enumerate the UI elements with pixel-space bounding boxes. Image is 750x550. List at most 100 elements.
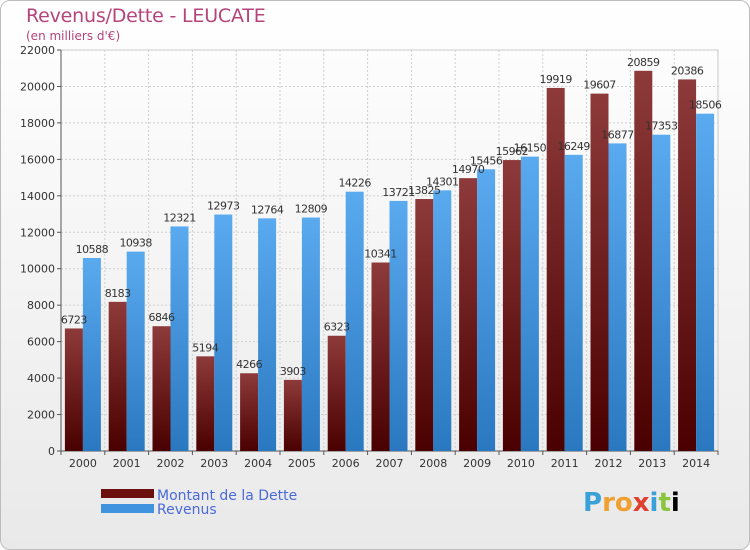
y-tick-label: 18000 [20, 117, 55, 130]
proxiti-logo: Proxiti [583, 488, 680, 518]
legend: Montant de la Dette Revenus [101, 488, 297, 518]
x-tick-label: 2000 [69, 457, 97, 470]
debt-value-label: 14970 [452, 163, 485, 176]
x-tick-label: 2014 [682, 457, 710, 470]
revenus-bar [477, 169, 496, 451]
revenus-value-label: 15456 [470, 154, 503, 167]
y-tick-label: 0 [48, 445, 55, 458]
debt-bar [678, 79, 697, 451]
revenus-bar [214, 214, 233, 451]
y-tick-label: 6000 [27, 336, 55, 349]
y-tick-label: 10000 [20, 263, 55, 276]
y-tick-label: 2000 [27, 409, 55, 422]
revenus-bar [608, 143, 627, 452]
data-labels: 6723 10588 8183 10938 6846 12321 5194 12973 4266… [61, 56, 722, 378]
revenus-value-label: 17353 [645, 120, 678, 133]
debt-bar [459, 178, 478, 451]
revenus-value-label: 12973 [207, 200, 240, 213]
debt-value-label: 6846 [149, 311, 175, 324]
y-tick-label: 12000 [20, 226, 55, 239]
debt-bar [327, 335, 346, 451]
debt-bar [634, 70, 653, 452]
revenus-value-label: 16877 [601, 128, 634, 141]
chart-title: Revenus/Dette - LEUCATE [26, 5, 266, 27]
revenus-bar [170, 226, 189, 451]
x-tick-label: 2009 [463, 457, 491, 470]
x-tick-label: 2012 [595, 457, 623, 470]
debt-value-label: 13825 [408, 184, 441, 197]
revenus-value-label: 12321 [163, 211, 196, 224]
debt-value-label: 4266 [236, 358, 262, 371]
debt-bar [152, 326, 171, 451]
y-tick-label: 22000 [20, 44, 55, 57]
debt-bar [240, 373, 259, 451]
debt-bar [415, 199, 434, 451]
revenus-bar [652, 134, 671, 451]
x-tick-label: 2004 [244, 457, 272, 470]
revenus-bar [258, 218, 277, 451]
chart-subtitle: (en milliers d'€) [26, 29, 121, 43]
x-tick-label: 2008 [419, 457, 447, 470]
x-tick-label: 2007 [376, 457, 404, 470]
debt-value-label: 19919 [539, 73, 572, 86]
debt-value-label: 3903 [280, 365, 306, 378]
revenus-value-label: 10938 [119, 237, 152, 250]
revenus-value-label: 12809 [295, 203, 328, 216]
y-tick-label: 20000 [20, 80, 55, 93]
x-tick-label: 2003 [200, 457, 228, 470]
legend-label-debt: Montant de la Dette [157, 488, 297, 504]
debt-value-label: 10341 [364, 248, 397, 261]
revenus-value-label: 14301 [426, 175, 459, 188]
debt-bar [502, 160, 521, 451]
revenus-value-label: 12764 [251, 203, 284, 216]
debt-bar [590, 93, 609, 452]
debt-value-label: 15962 [496, 145, 529, 158]
axes: 0 2000 4000 6000 8000 10000 12000 14000 16000 180… [20, 44, 719, 470]
revenus-value-label: 10588 [76, 243, 109, 256]
debt-bar [196, 356, 215, 451]
revenus-bar [301, 217, 320, 451]
revenus-value-label: 16249 [557, 140, 590, 153]
x-tick-label: 2010 [507, 457, 535, 470]
revenus-value-label: 18506 [689, 99, 722, 112]
legend-swatch-debt [101, 489, 154, 498]
debt-bar [108, 301, 127, 451]
revenus-bar [389, 200, 408, 451]
revenus-bar [433, 190, 452, 451]
debt-value-label: 8183 [105, 287, 131, 300]
revenus-bar [696, 113, 715, 451]
x-tick-label: 2005 [288, 457, 316, 470]
revenus-value-label: 16150 [514, 142, 547, 155]
debt-value-label: 20386 [671, 64, 704, 77]
y-tick-label: 8000 [27, 299, 55, 312]
legend-swatch-revenus [101, 504, 154, 513]
revenus-bar [564, 154, 583, 451]
debt-value-label: 6723 [61, 313, 87, 326]
revenus-value-label: 14226 [338, 177, 371, 190]
debt-value-label: 20859 [627, 56, 660, 69]
y-tick-label: 14000 [20, 190, 55, 203]
x-tick-label: 2001 [113, 457, 141, 470]
revenus-value-label: 13721 [382, 186, 415, 199]
debt-value-label: 6323 [324, 321, 350, 334]
y-tick-label: 16000 [20, 153, 55, 166]
revenus-bar [82, 258, 101, 451]
debt-value-label: 19607 [583, 79, 616, 92]
y-tick-label: 4000 [27, 372, 55, 385]
x-tick-label: 2006 [332, 457, 360, 470]
debt-bar [64, 328, 83, 451]
x-tick-label: 2002 [157, 457, 185, 470]
legend-label-revenus: Revenus [157, 502, 217, 518]
x-tick-label: 2011 [551, 457, 579, 470]
x-tick-label: 2013 [638, 457, 666, 470]
revenus-bar [126, 251, 145, 451]
debt-bar [283, 379, 302, 451]
debt-bar [371, 262, 390, 451]
debt-value-label: 5194 [192, 341, 218, 354]
debt-bar [546, 87, 565, 451]
revenus-bar [520, 156, 539, 451]
bars [64, 70, 715, 452]
revenus-bar [345, 191, 364, 451]
